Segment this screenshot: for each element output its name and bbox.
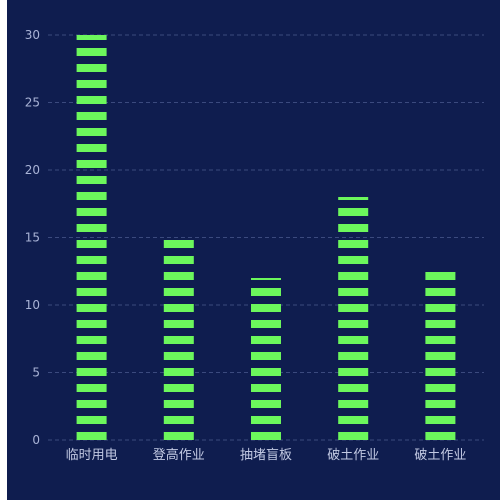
bar-segment (338, 240, 369, 248)
bar-4 (338, 197, 369, 440)
bar-segment (163, 384, 194, 392)
bar-segment (76, 256, 107, 264)
y-tick-label: 20 (25, 163, 40, 177)
bar-segment (76, 35, 107, 40)
x-axis-labels: 临时用电 登高作业 抽堵盲板 破土作业 破土作业 (66, 447, 467, 463)
bar-segment (163, 336, 194, 344)
bar-segment (76, 352, 107, 360)
bar-segment (338, 432, 369, 440)
x-category-label: 临时用电 (66, 448, 118, 463)
bar-segment (425, 320, 456, 328)
bar-segment (163, 272, 194, 280)
bar-segment (163, 320, 194, 328)
bar-segment (163, 400, 194, 408)
bar-2 (163, 240, 194, 440)
bar-segment (338, 224, 369, 232)
bar-segment (338, 336, 369, 344)
bar-segment (163, 256, 194, 264)
bar-segment (251, 288, 281, 296)
bar-segment (76, 144, 107, 152)
y-tick-label: 25 (25, 96, 40, 110)
y-tick-label: 15 (25, 231, 40, 245)
bar-segment (76, 240, 107, 248)
bar-segment (76, 96, 107, 104)
bar-segment (76, 208, 107, 216)
bar-segment (163, 352, 194, 360)
bar-segment (338, 197, 369, 200)
bar-segment (76, 64, 107, 72)
bar-segment (76, 368, 107, 376)
bar-segment (338, 304, 369, 312)
y-tick-label: 0 (32, 433, 40, 447)
y-axis-ticks: 0 5 10 15 20 25 30 (25, 28, 40, 447)
bar-segment (425, 416, 456, 424)
bar-segment (76, 272, 107, 280)
x-category-label: 破土作业 (327, 448, 379, 463)
bar-segment (76, 160, 107, 168)
bar-segment (251, 278, 281, 280)
bar-segment (163, 304, 194, 312)
bar-segment (338, 368, 369, 376)
bar-segment (425, 304, 456, 312)
bar-segment (425, 272, 456, 280)
bar-segment (76, 432, 107, 440)
bar-segment (338, 256, 369, 264)
bar-segment (425, 336, 456, 344)
y-tick-label: 30 (25, 28, 40, 42)
bar-segment (76, 336, 107, 344)
gridlines (48, 34, 484, 441)
bar-segment (76, 304, 107, 312)
bar-3 (251, 278, 281, 440)
bar-segment (338, 384, 369, 392)
y-tick-label: 10 (25, 298, 40, 312)
bar-segment (76, 128, 107, 136)
bar-segment (425, 384, 456, 392)
bar-segment (163, 240, 194, 248)
bar-segment (338, 400, 369, 408)
bar-segment (76, 80, 107, 88)
bar-segment (76, 416, 107, 424)
bar-5 (425, 272, 456, 440)
x-category-label: 破土作业 (414, 448, 466, 463)
bar-segment (163, 288, 194, 296)
bar-segment (251, 368, 281, 376)
bar-segment (76, 224, 107, 232)
bar-segment (163, 416, 194, 424)
bar-segment (425, 432, 456, 440)
y-tick-label: 5 (32, 366, 40, 380)
bar-segment (425, 352, 456, 360)
bar-segment (338, 288, 369, 296)
bar-segment (338, 208, 369, 216)
bar-segment (76, 288, 107, 296)
bar-1 (76, 35, 107, 440)
bar-segment (425, 400, 456, 408)
bar-segment (338, 416, 369, 424)
bar-segment (251, 304, 281, 312)
bar-segment (338, 320, 369, 328)
bar-segment (163, 432, 194, 440)
bar-segment (163, 368, 194, 376)
bar-segment (251, 400, 281, 408)
x-category-label: 抽堵盲板 (240, 447, 292, 463)
bar-segment (251, 416, 281, 424)
bar-segment (76, 112, 107, 120)
bar-segment (76, 400, 107, 408)
bar-segment (251, 432, 281, 440)
bar-segment (251, 336, 281, 344)
x-category-label: 登高作业 (153, 447, 205, 463)
bar-segment (251, 352, 281, 360)
bar-segment (425, 288, 456, 296)
bars (76, 35, 456, 440)
bar-segment (338, 272, 369, 280)
bar-segment (76, 48, 107, 56)
bar-segment (76, 176, 107, 184)
bar-segment (251, 384, 281, 392)
bar-segment (425, 368, 456, 376)
bar-segment (76, 192, 107, 200)
bar-segment (338, 352, 369, 360)
bar-segment (251, 320, 281, 328)
bar-segment (76, 384, 107, 392)
bar-segment (76, 320, 107, 328)
